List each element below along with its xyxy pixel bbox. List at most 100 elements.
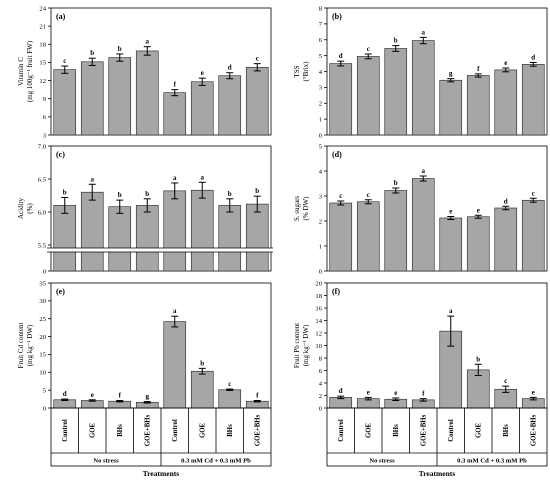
significance-letter: f	[477, 65, 480, 73]
panel-f: d e e f a b c e 0 2 4 6 8 10 12 14 16 18 20 Fruit Pb conten…	[293, 280, 548, 412]
y-tick-label: 1	[319, 243, 322, 250]
significance-letter: b	[118, 191, 122, 199]
group-label: No stress	[369, 458, 395, 465]
significance-letter: a	[173, 307, 177, 315]
y-tick-label: 8	[319, 355, 323, 362]
y-tick-label: 0	[319, 268, 323, 275]
category-label: BHs	[117, 424, 124, 437]
category-label: GOE	[366, 422, 373, 438]
bar	[494, 207, 518, 272]
bar	[53, 205, 77, 272]
y-tick-label: 2	[319, 393, 322, 400]
significance-letter: b	[476, 355, 480, 363]
bar	[439, 79, 463, 136]
plot-frame	[50, 145, 272, 272]
category-label: BHs	[503, 424, 510, 437]
y-axis-label-line: (°Brix)	[302, 61, 310, 82]
significance-letter: c	[532, 189, 535, 197]
bar	[163, 321, 187, 409]
bar	[80, 191, 104, 272]
panel-b: d c b a g f e d 0 1 2 3 4 5 6 7 8 TSS(°Brix) (b)	[293, 5, 548, 139]
significance-letter: f	[422, 390, 425, 398]
significance-letter: g	[146, 393, 150, 401]
y-tick-label: 3	[43, 132, 47, 139]
y-tick-label: 0	[43, 268, 47, 275]
y-axis-label-line: Fruit Cd content	[17, 323, 25, 369]
category-label: GOE+BHs	[531, 414, 538, 446]
y-tick-label: 6.5	[38, 176, 47, 183]
bar	[245, 66, 269, 136]
y-tick-label: 0	[319, 405, 323, 412]
significance-letter: d	[339, 52, 343, 60]
y-tick-label: 9	[43, 96, 47, 103]
significance-letter: d	[339, 387, 343, 395]
bar	[494, 69, 518, 136]
significance-letter: d	[504, 197, 508, 205]
y-tick-label: 1	[319, 116, 322, 123]
category-label: GOE	[476, 422, 483, 438]
x-axis-title: Treatments	[419, 469, 455, 478]
panel-c: b a b b a a b b 0 5.5 6.0 6.5 7.0 Acidity(%) (c)	[17, 143, 275, 275]
y-tick-label: 6.0	[38, 209, 47, 216]
panel-label: (f)	[332, 287, 340, 296]
category-label: Control	[172, 419, 179, 442]
y-tick-label: 10	[39, 370, 46, 377]
group-label: No stress	[93, 458, 119, 465]
significance-letter: a	[173, 174, 177, 182]
y-tick-label: 8	[319, 5, 323, 12]
bar	[329, 63, 353, 136]
y-tick-label: 3	[319, 85, 323, 92]
bar	[218, 205, 242, 272]
bar	[384, 48, 408, 136]
y-axis-label-line: Fruit Pb content	[293, 323, 301, 368]
significance-letter: c	[63, 57, 66, 65]
significance-letter: d	[531, 53, 535, 61]
bar	[411, 178, 435, 272]
panel-d: c c b a e e d c 0 1 2 3 4 5 S. sugars(% DW) (d)	[293, 143, 548, 275]
significance-letter: a	[422, 167, 426, 175]
significance-letter: a	[91, 175, 95, 183]
significance-letter: e	[532, 388, 535, 396]
panel-e: d e f g a b c f 0 5 10 15 20 25 30 35 Fruit Cd content(m…	[17, 280, 272, 412]
bar	[356, 56, 380, 136]
y-tick-label: 18	[39, 42, 46, 49]
significance-letter: b	[90, 49, 94, 57]
bar	[245, 203, 269, 272]
y-tick-label: 35	[39, 280, 46, 287]
axis-break	[47, 248, 275, 252]
y-tick-label: 3	[319, 193, 323, 200]
bar	[439, 217, 463, 272]
plot-frame	[50, 7, 272, 136]
bar	[135, 50, 159, 136]
significance-letter: a	[449, 307, 453, 315]
significance-letter: a	[422, 28, 426, 36]
group-label: 0.3 mM Cd + 0.3 mM Pb	[181, 458, 251, 465]
category-label: GOE+BHs	[145, 414, 152, 446]
y-tick-label: 24	[39, 5, 46, 12]
bar	[466, 75, 490, 136]
category-label: Control	[338, 419, 345, 442]
category-label: BHs	[393, 424, 400, 437]
y-axis-label-line: Vitamin C	[17, 57, 25, 86]
significance-letter: c	[367, 45, 370, 53]
y-axis-label: Fruit Cd content(mg kg⁻¹ DW)	[17, 323, 34, 369]
bar	[190, 189, 214, 272]
y-tick-label: 7	[319, 21, 323, 28]
bar	[135, 205, 159, 272]
y-axis-label-line: (mg kg⁻¹ DW)	[302, 324, 310, 366]
y-tick-label: 14	[315, 318, 322, 325]
bar	[163, 190, 187, 272]
y-axis-label-line: (% DW)	[302, 196, 310, 221]
bar	[218, 75, 242, 136]
y-axis-label-line: Acidity	[17, 198, 25, 219]
panel-label: (d)	[332, 150, 342, 159]
panel-label: (c)	[56, 150, 65, 159]
category-label: BHs	[227, 424, 234, 437]
bar	[108, 206, 132, 272]
bar	[190, 81, 214, 136]
y-tick-label: 4	[319, 380, 323, 387]
panel-label: (e)	[56, 287, 65, 296]
plot-frame	[50, 282, 272, 409]
significance-letter: b	[255, 187, 259, 195]
category-label: GOE+BHs	[255, 414, 262, 446]
